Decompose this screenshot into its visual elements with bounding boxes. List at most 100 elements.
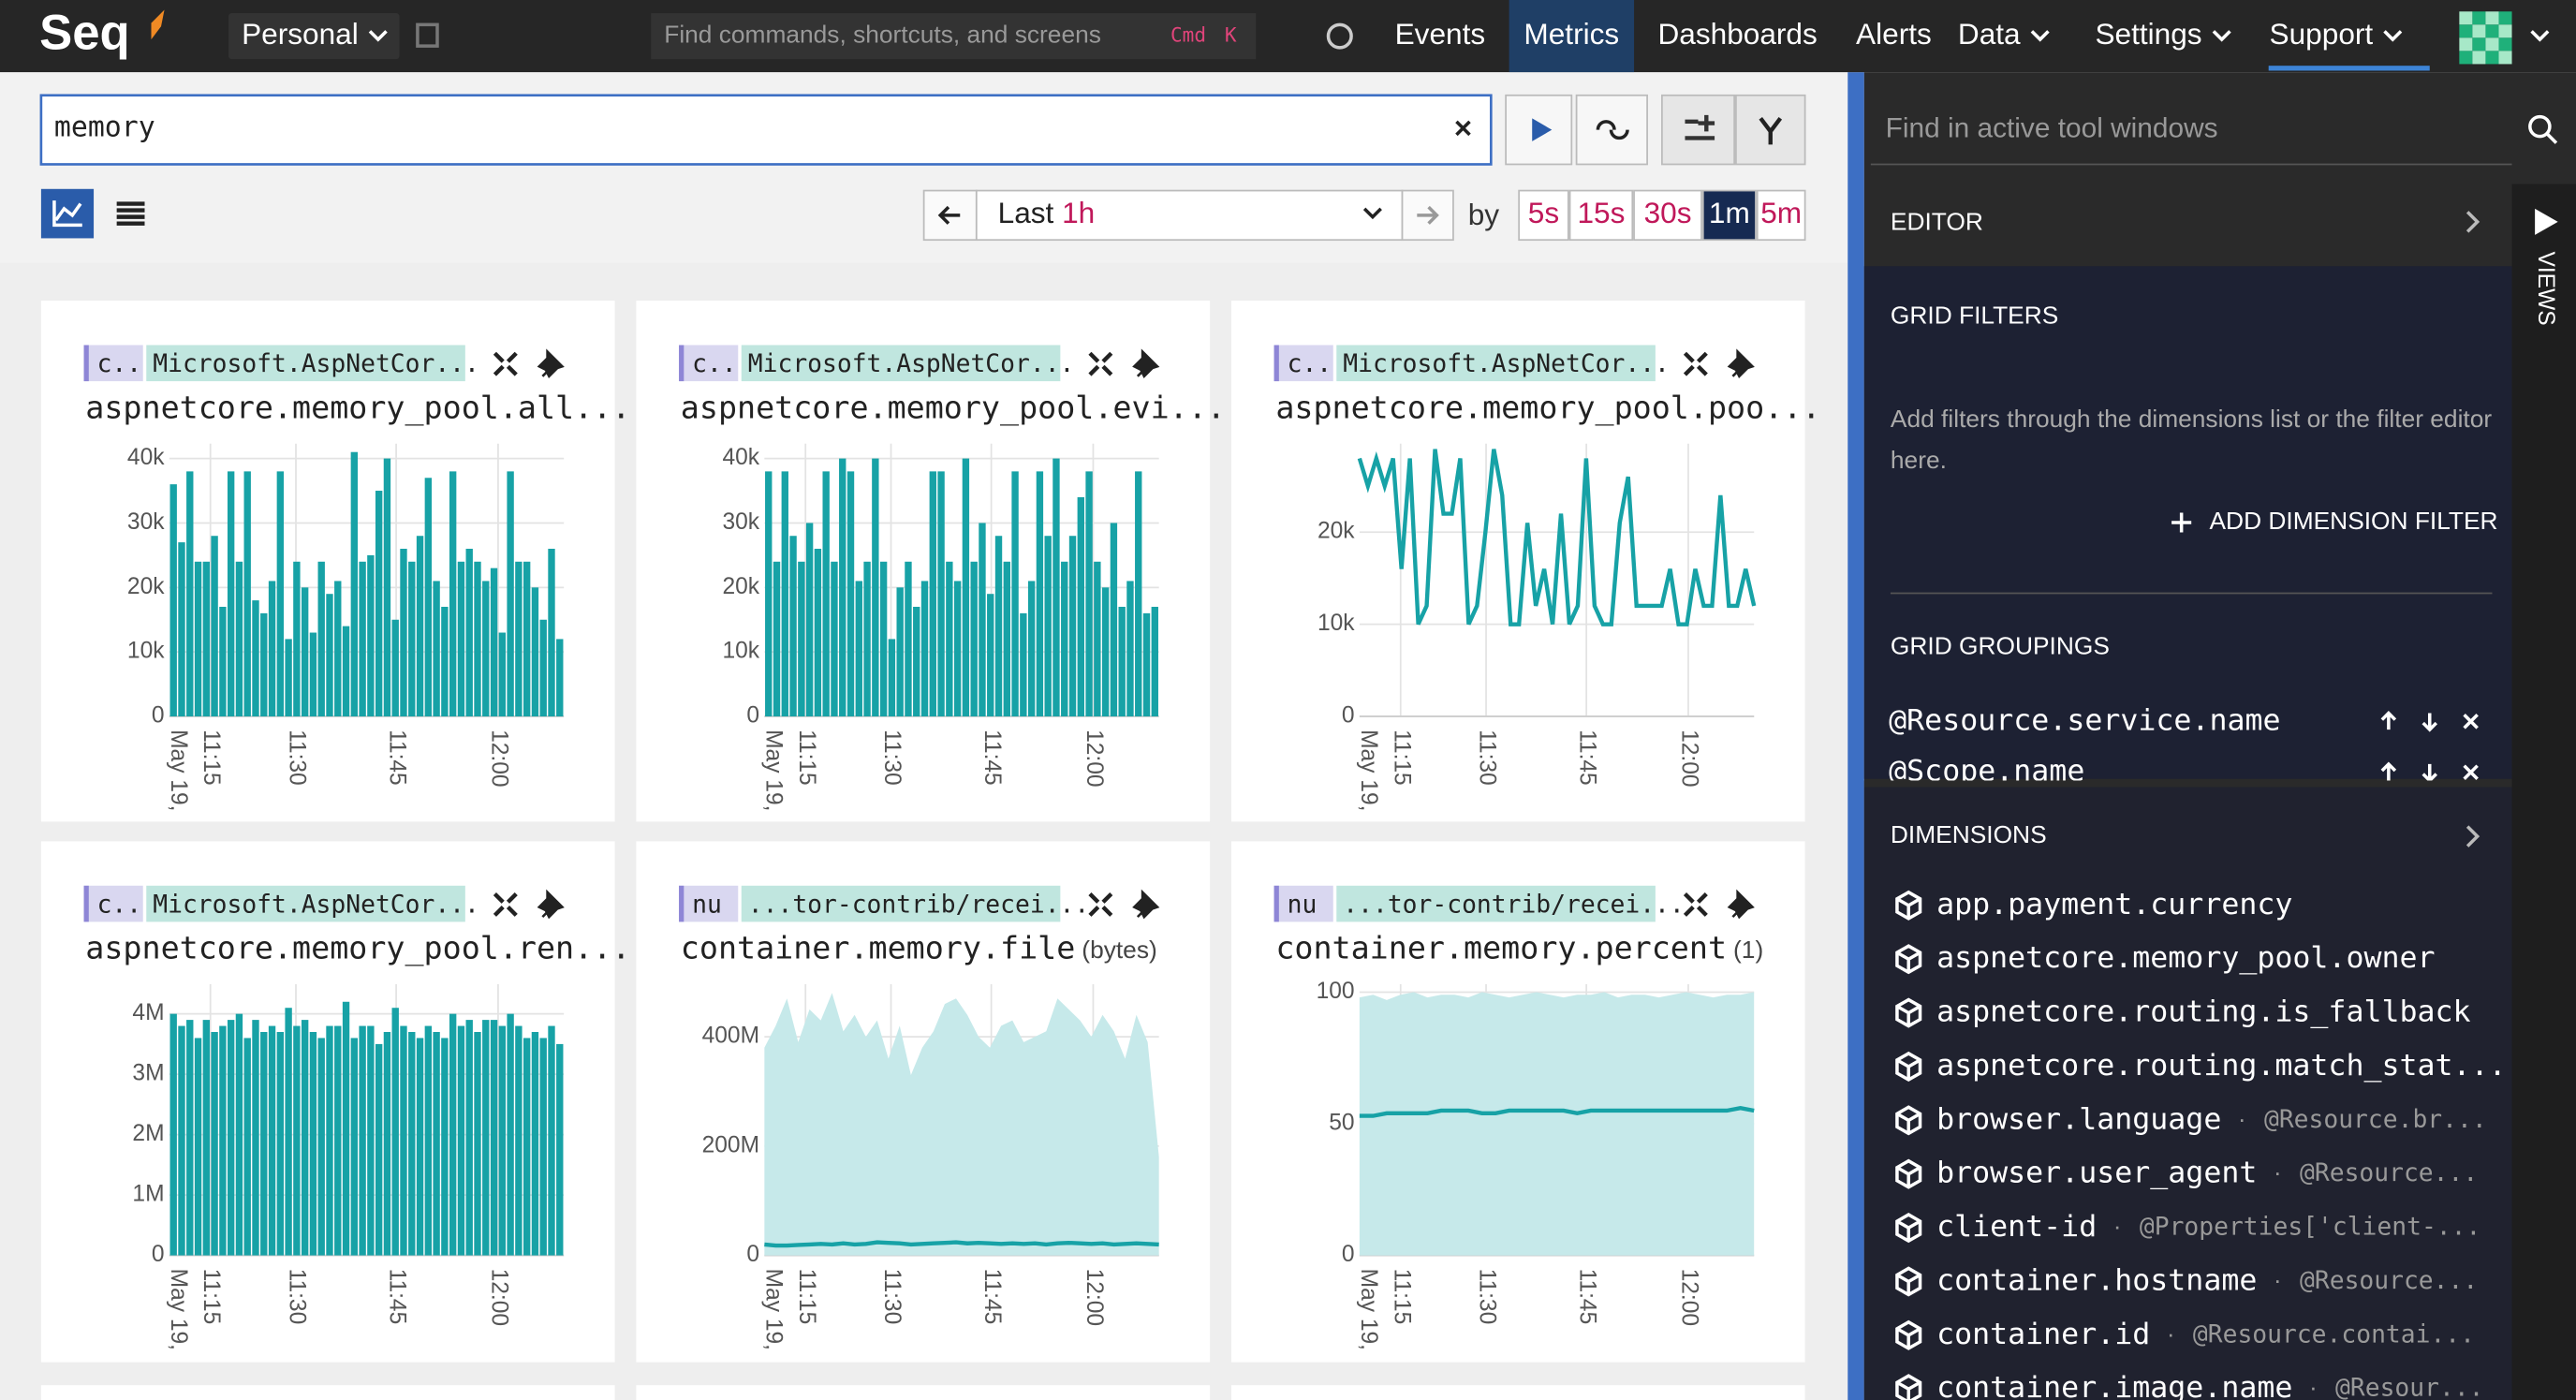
- interval-button[interactable]: [1701, 189, 1757, 242]
- tag: [1273, 885, 1333, 922]
- up-icon[interactable]: [2380, 761, 2397, 781]
- panel: [40, 301, 615, 822]
- bar: [449, 471, 457, 717]
- tag-text: nu: [1288, 891, 1317, 919]
- pin-icon[interactable]: [1132, 348, 1160, 379]
- expand-icon[interactable]: [1683, 892, 1708, 917]
- bar: [391, 1008, 399, 1256]
- dimension-name[interactable]: app.payment.currency: [1936, 888, 2292, 921]
- theme-toggle[interactable]: [1326, 22, 1353, 50]
- dimension-name[interactable]: container.image.name: [1936, 1371, 2292, 1400]
- workspace-button[interactable]: [228, 13, 400, 60]
- bar: [449, 1013, 457, 1256]
- range-select[interactable]: [975, 189, 1404, 242]
- bar: [515, 561, 523, 717]
- bar: [219, 606, 227, 717]
- pin-icon[interactable]: [537, 889, 565, 920]
- expand-icon[interactable]: [493, 351, 518, 376]
- dimension-name[interactable]: client-id: [1936, 1210, 2097, 1244]
- chart-view-button[interactable]: [40, 188, 95, 239]
- bar: [457, 561, 465, 717]
- y-tick-label: 0: [152, 1242, 165, 1267]
- x-tick-label: 11:45: [979, 1269, 1005, 1325]
- pin-icon[interactable]: [1132, 889, 1160, 920]
- tag: [1336, 345, 1656, 382]
- dimension-source: @Properties['client-...: [2140, 1214, 2480, 1242]
- nav-item[interactable]: Events: [1395, 17, 1486, 51]
- y-tick-label: 0: [746, 703, 759, 729]
- pin-icon[interactable]: [1727, 348, 1755, 379]
- section-title[interactable]: DIMENSIONS: [1891, 820, 2047, 848]
- dimension-name[interactable]: aspnetcore.routing.is_fallback: [1936, 995, 2471, 1029]
- interval-label[interactable]: 1m: [1709, 196, 1750, 229]
- section-title[interactable]: EDITOR: [1891, 208, 1983, 236]
- bar: [367, 554, 375, 717]
- panel: [1230, 1385, 1805, 1400]
- chevron-right: [2466, 825, 2480, 847]
- bar: [285, 639, 292, 717]
- expand-icon[interactable]: [1088, 892, 1113, 917]
- avatar-cell: [2459, 37, 2473, 52]
- nav-item[interactable]: Support: [2270, 17, 2374, 51]
- dimension-name[interactable]: aspnetcore.memory_pool.owner: [1936, 941, 2435, 975]
- command-search[interactable]: [651, 13, 1257, 60]
- interval-label[interactable]: 5s: [1528, 196, 1559, 229]
- clear-icon: [1455, 120, 1471, 137]
- dimension-name[interactable]: aspnetcore.routing.match_stat...: [1936, 1049, 2507, 1083]
- x-tick-label: May 19,: [166, 729, 191, 811]
- bar: [896, 587, 904, 717]
- toolbar-button[interactable]: [1661, 94, 1736, 166]
- chart-title: aspnetcore.memory_pool.ren...: [85, 930, 630, 967]
- by-label: by: [1468, 198, 1500, 231]
- interval-button[interactable]: [1633, 189, 1702, 242]
- up-icon[interactable]: [2380, 711, 2397, 730]
- expand-icon[interactable]: [1683, 351, 1708, 376]
- nav-item[interactable]: Settings: [2095, 17, 2201, 51]
- pin-icon[interactable]: [1727, 889, 1755, 920]
- bar: [326, 594, 333, 717]
- x-tick-label: May 19,: [761, 729, 787, 811]
- nav-item[interactable]: Dashboards: [1657, 17, 1817, 51]
- add-filter-button[interactable]: ADD DIMENSION FILTER: [2210, 507, 2498, 535]
- dimension-name[interactable]: container.hostname: [1936, 1263, 2257, 1297]
- interval-label[interactable]: 30s: [1644, 196, 1692, 229]
- nav-item[interactable]: Metrics: [1524, 17, 1619, 51]
- remove-icon[interactable]: [2463, 764, 2479, 780]
- bar: [194, 1038, 202, 1256]
- remove-icon[interactable]: [2463, 714, 2479, 729]
- interval-label[interactable]: 5m: [1760, 196, 1802, 229]
- query-input[interactable]: [39, 94, 1493, 166]
- dimension-name[interactable]: browser.user_agent: [1936, 1157, 2257, 1190]
- views-tab[interactable]: VIEWS: [2533, 251, 2558, 325]
- y-tick-label: 0: [1342, 1242, 1355, 1267]
- down-icon[interactable]: [2421, 713, 2438, 732]
- nav-item[interactable]: Alerts: [1856, 17, 1932, 51]
- bar: [490, 1020, 498, 1256]
- dimension-name[interactable]: browser.language: [1936, 1102, 2221, 1136]
- bar: [905, 561, 912, 717]
- sidebar-accent: [1847, 72, 1864, 1400]
- x-tick-label: 11:30: [285, 1269, 310, 1325]
- nav-item[interactable]: Data: [1958, 17, 2021, 51]
- dimension-name[interactable]: container.id: [1936, 1318, 2150, 1351]
- x-tick-label: 11:45: [1575, 729, 1600, 786]
- bar: [523, 1038, 531, 1256]
- tag-text: Microsoft.AspNetCor...: [153, 350, 479, 378]
- bar: [301, 587, 309, 717]
- expand-icon[interactable]: [493, 892, 518, 917]
- x-tick-label: 12:00: [1082, 729, 1107, 787]
- separator: ·: [2274, 1158, 2282, 1186]
- tag: [1273, 345, 1333, 382]
- interval-button[interactable]: [1518, 189, 1569, 242]
- tag-accent: [1273, 885, 1279, 922]
- pin-icon[interactable]: [537, 348, 565, 379]
- run-icon: [1532, 118, 1553, 141]
- interval-button[interactable]: [1756, 189, 1806, 242]
- x-tick-label: 12:00: [1676, 1269, 1701, 1326]
- expand-icon[interactable]: [1088, 351, 1113, 376]
- bar: [243, 471, 251, 717]
- table-view-icon[interactable]: [116, 201, 145, 226]
- interval-button[interactable]: [1568, 189, 1634, 242]
- interval-label[interactable]: 15s: [1577, 196, 1625, 229]
